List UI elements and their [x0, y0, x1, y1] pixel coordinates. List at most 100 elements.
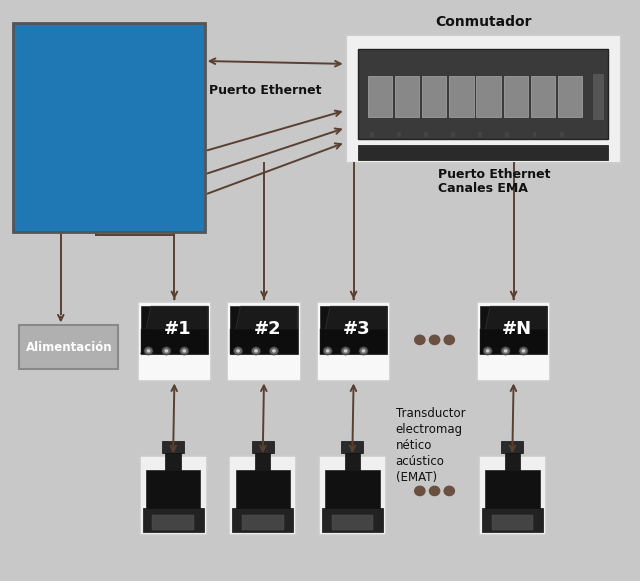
Bar	[84, 199, 99, 206]
Bar	[477, 302, 550, 381]
Bar	[29, 174, 43, 181]
Bar	[424, 132, 428, 137]
Circle shape	[486, 349, 490, 353]
Bar	[141, 329, 208, 354]
Bar	[451, 132, 455, 137]
Bar	[152, 515, 194, 530]
Circle shape	[483, 347, 492, 355]
Text: Transductor
electromag
nético
acústico
(EMAT): Transductor electromag nético acústico (…	[396, 407, 465, 484]
Bar	[116, 95, 131, 106]
Bar	[368, 77, 392, 117]
Bar	[358, 145, 608, 160]
Circle shape	[272, 349, 276, 353]
Circle shape	[501, 347, 510, 355]
Bar	[479, 456, 546, 535]
Circle shape	[341, 347, 350, 355]
Bar	[163, 442, 184, 453]
Bar	[252, 442, 274, 453]
Circle shape	[182, 349, 186, 353]
Bar	[141, 306, 208, 354]
Circle shape	[326, 349, 330, 353]
Bar	[116, 109, 131, 120]
Bar	[230, 306, 298, 354]
Circle shape	[359, 347, 368, 355]
Bar	[320, 329, 387, 354]
Bar	[143, 508, 204, 532]
Bar	[66, 174, 80, 181]
Bar	[485, 471, 540, 511]
Bar	[229, 456, 296, 535]
Bar	[232, 508, 293, 532]
Bar	[317, 302, 390, 381]
Bar	[227, 302, 301, 381]
Bar	[29, 144, 189, 156]
Bar	[476, 77, 500, 117]
Bar	[504, 77, 528, 117]
Bar	[66, 199, 80, 206]
Bar	[22, 46, 195, 163]
Bar	[478, 132, 482, 137]
Circle shape	[252, 347, 260, 355]
Polygon shape	[141, 306, 208, 354]
Bar	[449, 77, 474, 117]
Circle shape	[522, 349, 525, 353]
Bar	[397, 132, 401, 137]
Bar	[122, 174, 136, 181]
Bar	[122, 187, 136, 193]
Bar	[230, 329, 298, 354]
Circle shape	[444, 486, 454, 496]
Bar	[140, 187, 154, 193]
Text: #3: #3	[343, 320, 371, 338]
Text: Puerto Ethernet: Puerto Ethernet	[438, 168, 551, 181]
Bar	[332, 515, 373, 530]
Circle shape	[519, 347, 528, 355]
Polygon shape	[230, 306, 298, 354]
Text: Alimentación: Alimentación	[26, 340, 112, 354]
Circle shape	[180, 347, 189, 355]
Bar	[592, 74, 604, 120]
Bar	[482, 508, 543, 532]
Bar	[140, 174, 154, 181]
Bar	[319, 456, 386, 535]
Bar	[84, 174, 99, 181]
Circle shape	[144, 347, 153, 355]
Circle shape	[362, 349, 365, 353]
Bar	[47, 199, 61, 206]
Circle shape	[164, 349, 168, 353]
Bar	[346, 35, 621, 163]
Bar	[66, 187, 80, 193]
Bar	[325, 471, 380, 511]
Bar	[13, 23, 205, 232]
Text: Puerto Ethernet: Puerto Ethernet	[209, 84, 322, 96]
Circle shape	[323, 347, 332, 355]
Bar	[159, 199, 173, 206]
Bar	[531, 77, 555, 117]
Bar	[19, 157, 198, 215]
Bar	[122, 199, 136, 206]
Bar	[101, 95, 115, 106]
Bar	[103, 174, 117, 181]
Bar	[255, 450, 270, 471]
Bar	[236, 471, 290, 511]
Bar	[47, 187, 61, 193]
Bar	[559, 132, 563, 137]
Bar	[29, 199, 43, 206]
Circle shape	[415, 335, 425, 345]
Bar	[47, 174, 61, 181]
Bar	[492, 515, 533, 530]
Bar	[165, 450, 181, 471]
Bar	[342, 442, 364, 453]
Bar	[322, 508, 383, 532]
Bar	[395, 77, 419, 117]
Text: Canales EMA: Canales EMA	[438, 182, 528, 195]
Bar	[358, 49, 608, 139]
Circle shape	[236, 349, 240, 353]
Bar	[103, 187, 117, 193]
Bar	[26, 160, 192, 168]
Text: Conmutador: Conmutador	[435, 15, 531, 29]
Bar	[29, 54, 189, 156]
Bar	[242, 515, 284, 530]
Circle shape	[429, 486, 440, 496]
Circle shape	[444, 335, 454, 345]
Bar	[146, 471, 200, 511]
